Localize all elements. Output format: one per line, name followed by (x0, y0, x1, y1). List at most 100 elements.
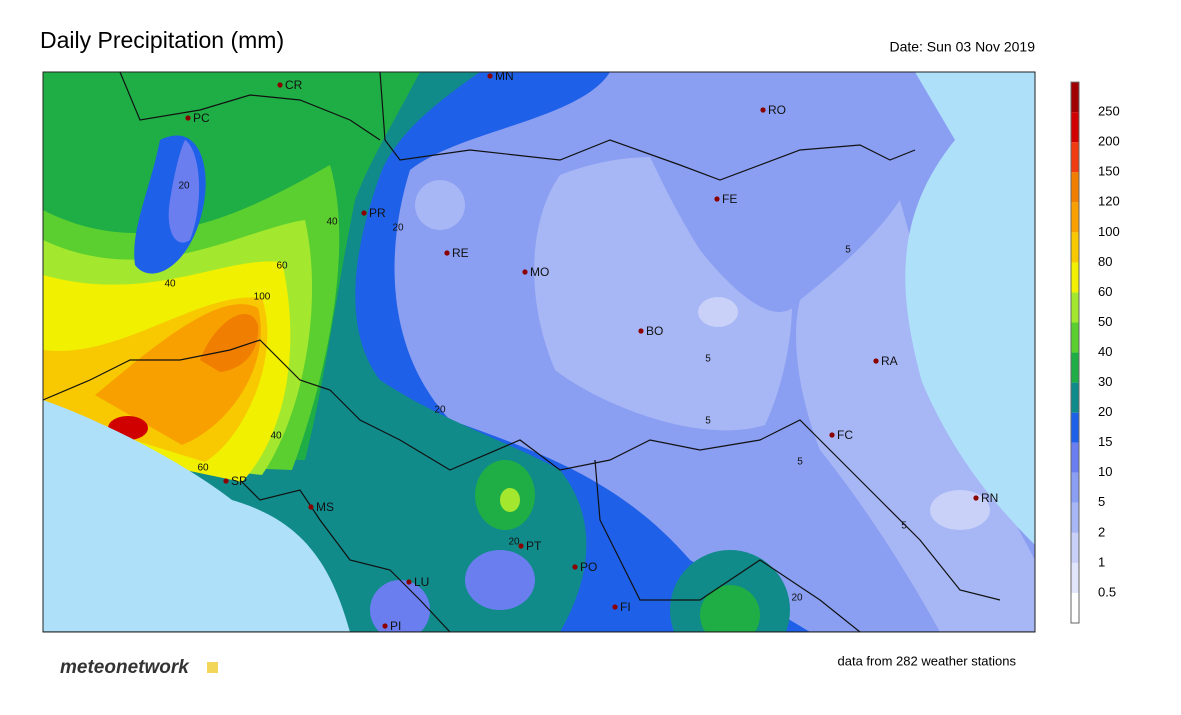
contour-label: 60 (197, 463, 209, 474)
contour-label: 5 (845, 245, 851, 256)
station-label: PR (369, 206, 386, 220)
contour-label: 5 (705, 416, 711, 427)
legend-label: 100 (1098, 224, 1120, 239)
station-dot (829, 432, 835, 438)
station-dot (444, 250, 450, 256)
legend-swatch (1071, 532, 1079, 563)
station-label: CR (285, 78, 303, 92)
date: Date: Sun 03 Nov 2019 (889, 39, 1035, 55)
contour-label: 20 (434, 405, 446, 416)
station-dot (973, 495, 979, 501)
legend-label: 50 (1098, 314, 1112, 329)
legend-label: 5 (1098, 494, 1105, 509)
station-label: SP (231, 474, 247, 488)
map (43, 72, 1035, 632)
title: Daily Precipitation (mm) (40, 27, 284, 53)
contour-label: 20 (178, 181, 190, 192)
contour-label: 5 (901, 521, 907, 532)
station-dot (277, 82, 283, 88)
legend-swatch (1071, 412, 1079, 443)
logo: meteonetwork (60, 657, 190, 678)
station-label: BO (646, 324, 663, 338)
legend-label: 150 (1098, 164, 1120, 179)
contour-label: 20 (392, 223, 404, 234)
station-label: MO (530, 265, 549, 279)
station-label: PC (193, 111, 210, 125)
contour-label: 100 (254, 292, 271, 303)
contour-labels: 20 40 60 100 40 60 40 20 20 5 5 5 5 5 20 20 (164, 181, 907, 604)
legend-swatch (1071, 172, 1079, 203)
station-dot (873, 358, 879, 364)
legend-label: 20 (1098, 404, 1112, 419)
station-dot (572, 564, 578, 570)
station-dot (406, 579, 412, 585)
station-dot (382, 623, 388, 629)
station-dot (714, 196, 720, 202)
station-label: PI (390, 619, 401, 633)
station-label: RN (981, 491, 998, 505)
station-dot (185, 115, 191, 121)
station-dot (308, 504, 314, 510)
stations: CR MN PC RO FE PR RE MO BO RA FC RN SP MS PT PO LU FI PI (185, 69, 998, 633)
station-label: MS (316, 500, 334, 514)
legend-label: 1 (1098, 554, 1105, 569)
legend-label: 15 (1098, 434, 1112, 449)
legend-label: 2 (1098, 524, 1105, 539)
legend-swatch (1071, 112, 1079, 143)
contour-label: 40 (326, 217, 338, 228)
legend-label: 250 (1098, 104, 1120, 119)
contour-label: 20 (508, 537, 520, 548)
legend-swatch (1071, 352, 1079, 383)
station-label: MN (495, 69, 514, 83)
station-dot (760, 107, 766, 113)
station-dot (361, 210, 367, 216)
station-label: RO (768, 103, 786, 117)
legend-label: 40 (1098, 344, 1112, 359)
legend-label: 0.5 (1098, 584, 1116, 599)
station-dot (223, 478, 229, 484)
legend-swatch (1071, 442, 1079, 473)
logo-square (207, 662, 218, 673)
station-dot (522, 269, 528, 275)
contour-label: 40 (164, 279, 176, 290)
legend-swatch (1071, 142, 1079, 173)
legend-swatch (1071, 292, 1079, 323)
legend-swatch (1071, 562, 1079, 593)
station-label: LU (414, 575, 429, 589)
legend-label: 10 (1098, 464, 1112, 479)
station-dot (487, 73, 493, 79)
legend-label: 200 (1098, 134, 1120, 149)
legend-swatch (1071, 472, 1079, 503)
contour-label: 40 (270, 431, 282, 442)
contour-label: 60 (276, 261, 288, 272)
legend-label: 60 (1098, 284, 1112, 299)
station-label: FE (722, 192, 737, 206)
station-dot (612, 604, 618, 610)
contour-label: 5 (705, 354, 711, 365)
legend-swatch (1071, 382, 1079, 413)
station-label: PT (526, 539, 542, 553)
station-label: RE (452, 246, 469, 260)
contour-label: 20 (791, 593, 803, 604)
legend-label: 120 (1098, 194, 1120, 209)
legend-label: 80 (1098, 254, 1112, 269)
legend-swatch (1071, 322, 1079, 353)
legend: 0.5 1 2 5 10 15 20 30 40 50 60 80 100 120 150 200 250 (1070, 81, 1120, 624)
legend-label: 30 (1098, 374, 1112, 389)
station-label: FI (620, 600, 631, 614)
station-dot (638, 328, 644, 334)
legend-frame (1070, 81, 1080, 624)
contour-label: 5 (797, 457, 803, 468)
legend-swatch (1071, 262, 1079, 293)
legend-swatch (1071, 592, 1079, 623)
footer-note: data from 282 weather stations (838, 653, 1017, 668)
station-dot (518, 543, 524, 549)
station-label: PO (580, 560, 597, 574)
legend-swatch (1071, 232, 1079, 263)
legend-swatch (1071, 502, 1079, 533)
station-label: FC (837, 428, 853, 442)
legend-swatch (1071, 202, 1079, 233)
station-label: RA (881, 354, 898, 368)
legend-swatch (1071, 82, 1079, 113)
